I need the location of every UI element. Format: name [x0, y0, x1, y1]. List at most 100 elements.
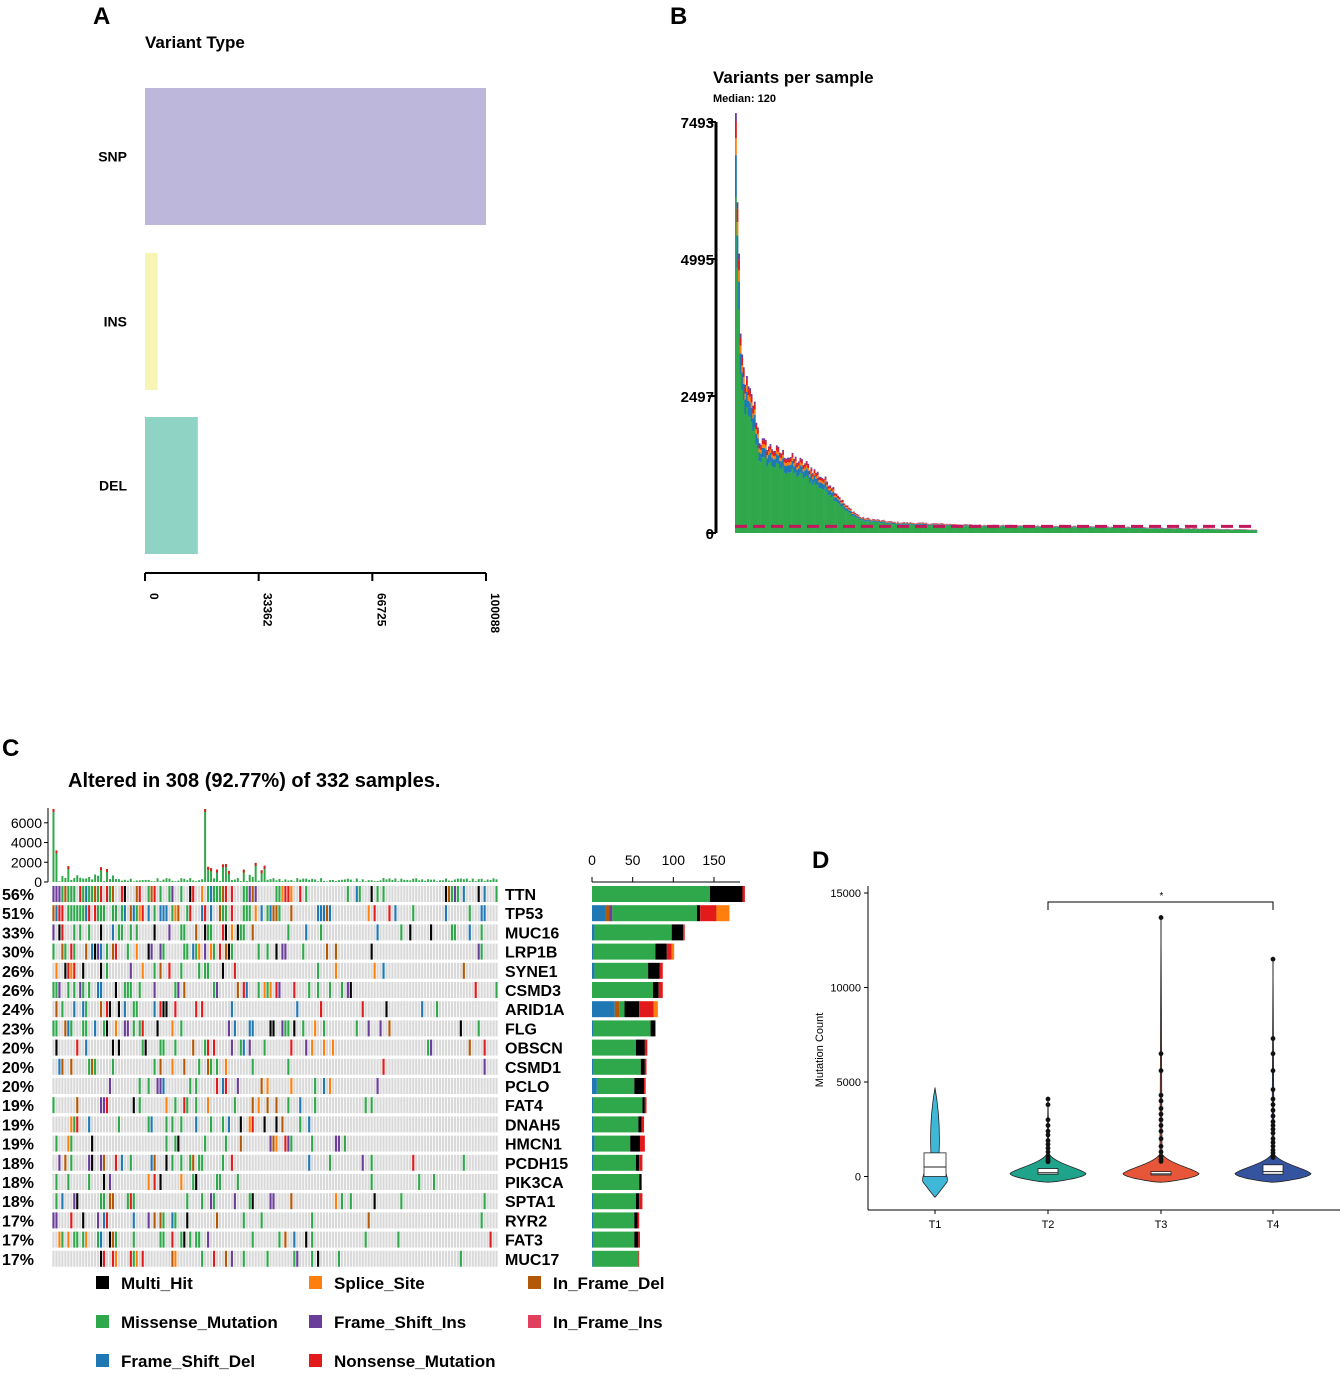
oncoplot-cell — [91, 924, 94, 941]
oncoplot-cell — [459, 1193, 462, 1210]
oncoplot-cell — [438, 1250, 442, 1267]
oncoplot-cell — [117, 1039, 120, 1056]
tmb-bar — [450, 880, 453, 882]
oncoplot-cell — [340, 1078, 343, 1094]
oncoplot-cell — [406, 924, 409, 941]
oncoplot-cell — [450, 886, 453, 902]
oncoplot-cell — [462, 1001, 465, 1018]
oncoplot-cell — [245, 1231, 248, 1248]
sample-bar-segment — [876, 520, 879, 523]
oncoplot-cell — [212, 924, 216, 941]
oncoplot-cell — [421, 905, 424, 922]
oncoplot-cell — [480, 1135, 483, 1152]
sample-bar-segment — [936, 524, 939, 526]
oncoplot-cell — [224, 1212, 228, 1229]
oncoplot-cell — [459, 1078, 462, 1094]
sample-bar-segment — [1074, 526, 1077, 528]
oncoplot-cell — [266, 1116, 269, 1133]
sample-bar-segment — [793, 466, 795, 474]
oncoplot-cell — [308, 1212, 311, 1229]
oncoplot-cell — [201, 1078, 204, 1094]
sample-bar-segment — [824, 477, 827, 480]
oncoplot-cell — [361, 962, 364, 979]
oncoplot-cell — [287, 962, 290, 979]
oncoplot-cell — [236, 1231, 239, 1248]
oncoplot-cell — [421, 943, 424, 960]
oncoplot-cell — [132, 1020, 135, 1037]
tmb-bar — [412, 878, 415, 882]
oncoplot-cell — [239, 1135, 242, 1152]
sample-bar-segment — [775, 445, 778, 448]
oncoplot-cell — [263, 1193, 266, 1210]
gene-name-label: TTN — [505, 887, 536, 904]
oncoplot-cell — [159, 943, 162, 960]
oncoplot-cell — [177, 1020, 180, 1037]
tmb-bar — [308, 879, 311, 882]
oncoplot-cell — [430, 1212, 433, 1229]
oncoplot-cell — [403, 1001, 406, 1018]
oncoplot-cell — [129, 1212, 132, 1229]
oncoplot-cell — [346, 1231, 349, 1248]
oncoplot-cell — [111, 1193, 115, 1210]
oncoplot-cell — [156, 1097, 159, 1114]
sample-bar-segment — [810, 467, 813, 469]
oncoplot-cell — [55, 886, 58, 902]
oncoplot-cell — [465, 1116, 468, 1133]
oncoplot-cell — [388, 905, 391, 922]
oncoplot-cell — [406, 1116, 409, 1133]
sample-bar-segment — [854, 516, 857, 533]
oncoplot-cell — [132, 886, 135, 902]
oncoplot-cell — [465, 1250, 468, 1267]
oncoplot-cell — [400, 1039, 403, 1056]
sample-bar-segment — [785, 458, 788, 461]
oncoplot-cell — [468, 982, 471, 998]
oncoplot-cell — [138, 943, 141, 960]
oncoplot-cell — [88, 982, 91, 998]
oncoplot-cell — [391, 1212, 394, 1229]
oncoplot-cell — [67, 1020, 70, 1037]
oncoplot-cell — [55, 1212, 58, 1229]
sample-bar-segment — [819, 488, 822, 533]
tmb-bar — [239, 880, 242, 882]
oncoplot-cell — [320, 1154, 323, 1171]
oncoplot-cell — [257, 1154, 260, 1171]
oncoplot-cell — [97, 1212, 100, 1229]
gene-bar-segment — [634, 1078, 645, 1094]
oncoplot-cell — [465, 1078, 468, 1094]
oncoplot-cell — [334, 886, 338, 902]
oncoplot-cell — [269, 1231, 272, 1248]
oncoplot-cell — [99, 1039, 103, 1056]
oncoplot-cell — [189, 1078, 192, 1094]
sample-bar-segment — [830, 497, 833, 533]
oncoplot-cell — [391, 982, 394, 998]
sample-bar-segment — [865, 518, 868, 520]
tmb-bar — [207, 866, 210, 882]
oncoplot-cell — [58, 1135, 61, 1152]
sample-bar-segment — [812, 485, 814, 533]
oncoplot-cell — [207, 982, 210, 998]
oncoplot-cell — [471, 1154, 474, 1171]
oncoplot-cell — [55, 943, 58, 960]
oncoplot-cell — [251, 905, 254, 922]
oncoplot-cell — [162, 1212, 165, 1229]
oncoplot-cell — [474, 982, 477, 998]
oncoplot-cell — [421, 962, 424, 979]
oncoplot-cell — [156, 962, 159, 979]
sample-bar-segment — [775, 447, 778, 451]
tmb-bar — [456, 878, 459, 882]
oncoplot-cell — [370, 1154, 373, 1171]
oncoplot-cell — [382, 905, 385, 922]
oncoplot-cell — [450, 1001, 453, 1018]
sample-bar-segment — [977, 526, 979, 533]
gene-pct-label: 23% — [2, 1021, 34, 1038]
oncoplot-cell — [209, 1039, 213, 1056]
oncoplot-cell — [177, 1039, 180, 1056]
oncoplot-cell — [82, 943, 85, 960]
oncoplot-cell — [415, 982, 418, 998]
oncoplot-cell — [165, 1212, 168, 1229]
oncoplot-cell — [376, 1135, 379, 1152]
oncoplot-cell — [450, 1231, 453, 1248]
oncoplot-cell — [64, 1001, 67, 1018]
sample-bar-segment — [882, 521, 885, 523]
oncoplot-cell — [486, 1154, 489, 1171]
